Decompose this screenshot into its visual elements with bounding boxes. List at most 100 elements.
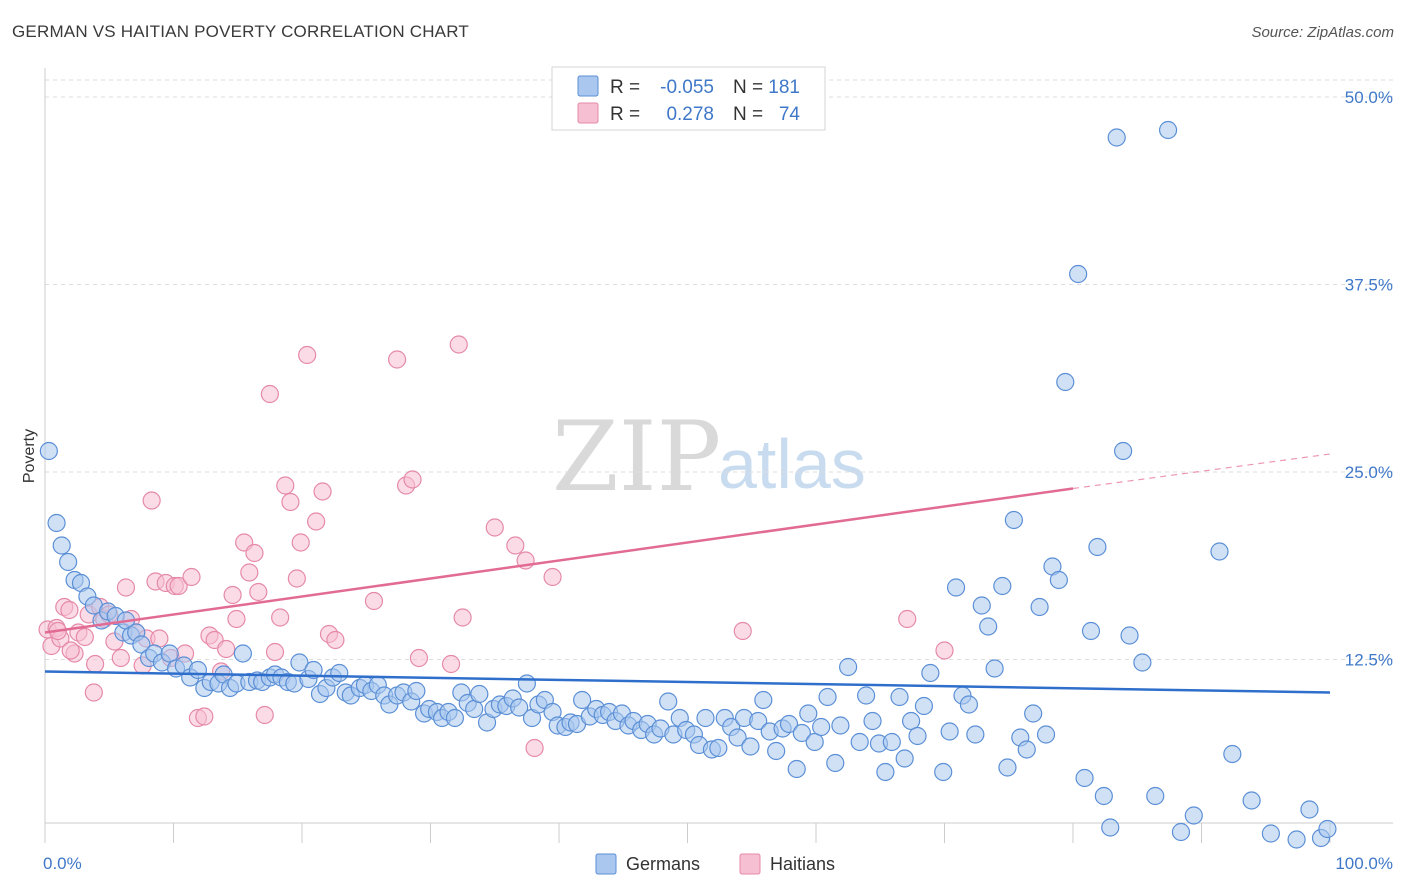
haitian-point bbox=[543, 567, 562, 587]
haitian-point bbox=[387, 350, 407, 369]
tick-labels: 12.5% 25.0% 37.5% 50.0% 0.0% 100.0% bbox=[43, 88, 1393, 873]
haitian-point bbox=[182, 567, 201, 587]
haitian-point bbox=[525, 738, 544, 758]
legend-n-label-germans: N = bbox=[733, 77, 763, 98]
german-point bbox=[1088, 537, 1107, 557]
german-point bbox=[1223, 744, 1242, 764]
haitian-point bbox=[298, 345, 317, 365]
haitian-point bbox=[169, 576, 188, 596]
haitian-point bbox=[240, 563, 259, 582]
watermark-zip: ZIP bbox=[552, 401, 721, 513]
german-point bbox=[805, 732, 824, 752]
haitian-point bbox=[60, 600, 79, 620]
german-point bbox=[510, 698, 529, 717]
haitian-point bbox=[506, 536, 525, 555]
legend-swatch-haitians bbox=[577, 102, 599, 124]
haitian-point bbox=[217, 639, 236, 659]
german-point bbox=[839, 657, 858, 677]
haitian-point bbox=[249, 582, 268, 602]
x-tick-label-1: 100.0% bbox=[1335, 854, 1393, 873]
german-point bbox=[882, 732, 901, 752]
german-point bbox=[573, 690, 592, 710]
german-point bbox=[863, 711, 882, 731]
german-point bbox=[818, 687, 837, 707]
german-trend-line bbox=[44, 670, 1331, 694]
haitian-point bbox=[449, 335, 468, 354]
german-point bbox=[901, 711, 921, 731]
haitian-point bbox=[313, 482, 332, 501]
german-point bbox=[1094, 786, 1113, 806]
german-point bbox=[1017, 740, 1036, 759]
y-tick-label-0: 12.5% bbox=[1345, 651, 1393, 670]
german-point bbox=[1081, 621, 1101, 641]
haitian-point bbox=[935, 641, 954, 660]
german-point bbox=[966, 725, 985, 744]
haitian-point bbox=[223, 585, 242, 605]
y-tick-label-3: 50.0% bbox=[1345, 88, 1393, 107]
german-point bbox=[1210, 542, 1229, 561]
german-point bbox=[749, 711, 768, 731]
legend-n-value-haitians: 74 bbox=[779, 104, 801, 125]
german-point bbox=[1030, 597, 1049, 617]
haitian-point bbox=[485, 518, 504, 537]
german-point bbox=[921, 663, 940, 683]
german-point bbox=[1036, 725, 1056, 744]
german-point bbox=[233, 644, 252, 663]
y-tick-label-2: 37.5% bbox=[1345, 276, 1393, 295]
german-point bbox=[850, 732, 869, 752]
german-point bbox=[831, 716, 850, 735]
haitian-points bbox=[38, 335, 954, 758]
legend-r-label-haitians: R = bbox=[610, 104, 640, 125]
german-point bbox=[132, 635, 151, 654]
german-point bbox=[1184, 806, 1203, 825]
german-points bbox=[39, 120, 1337, 849]
watermark: ZIP atlas bbox=[552, 401, 866, 513]
haitian-point bbox=[86, 654, 105, 674]
x-tick-label-0: 0.0% bbox=[43, 854, 82, 873]
bottom-swatch-germans bbox=[595, 853, 617, 875]
haitian-point bbox=[195, 707, 214, 726]
german-point bbox=[304, 660, 323, 680]
legend-r-label-germans: R = bbox=[610, 77, 640, 98]
german-point bbox=[1146, 786, 1165, 806]
german-point bbox=[959, 695, 979, 714]
haitian-trend-line bbox=[44, 487, 1074, 634]
german-point bbox=[188, 660, 208, 680]
legend-n-label-haitians: N = bbox=[733, 104, 763, 125]
german-point bbox=[728, 728, 747, 747]
german-point bbox=[1049, 570, 1068, 590]
haitian-point bbox=[291, 533, 310, 552]
german-point bbox=[517, 674, 536, 693]
german-point bbox=[1287, 830, 1306, 849]
german-point bbox=[1318, 819, 1337, 839]
german-point bbox=[290, 653, 309, 672]
german-point bbox=[52, 536, 71, 555]
german-point bbox=[1120, 626, 1139, 645]
bottom-swatch-haitians bbox=[739, 853, 761, 875]
german-point bbox=[1300, 800, 1319, 819]
german-point bbox=[914, 696, 934, 716]
correlation-legend: R = -0.055 N = 181 R = 0.278 N = 74 bbox=[551, 66, 826, 131]
german-point bbox=[890, 687, 909, 707]
german-point bbox=[895, 749, 914, 768]
german-point bbox=[1056, 372, 1075, 392]
german-point bbox=[1158, 120, 1178, 140]
haitian-point bbox=[281, 492, 300, 512]
bottom-legend-germans: Germans bbox=[626, 854, 700, 874]
legend-swatch-germans bbox=[577, 75, 599, 97]
german-point bbox=[934, 762, 953, 782]
german-point bbox=[47, 513, 66, 533]
legend-r-value-germans: -0.055 bbox=[660, 77, 714, 98]
german-point bbox=[1114, 441, 1133, 461]
haitian-point bbox=[255, 705, 274, 725]
german-point bbox=[940, 722, 959, 741]
haitian-point bbox=[441, 654, 461, 674]
german-point bbox=[741, 737, 760, 756]
haitian-point bbox=[409, 648, 429, 668]
german-point bbox=[792, 723, 811, 743]
german-point bbox=[1004, 510, 1023, 530]
haitian-point bbox=[84, 683, 103, 702]
legend-n-value-germans: 181 bbox=[768, 77, 800, 98]
haitian-point bbox=[733, 621, 752, 641]
